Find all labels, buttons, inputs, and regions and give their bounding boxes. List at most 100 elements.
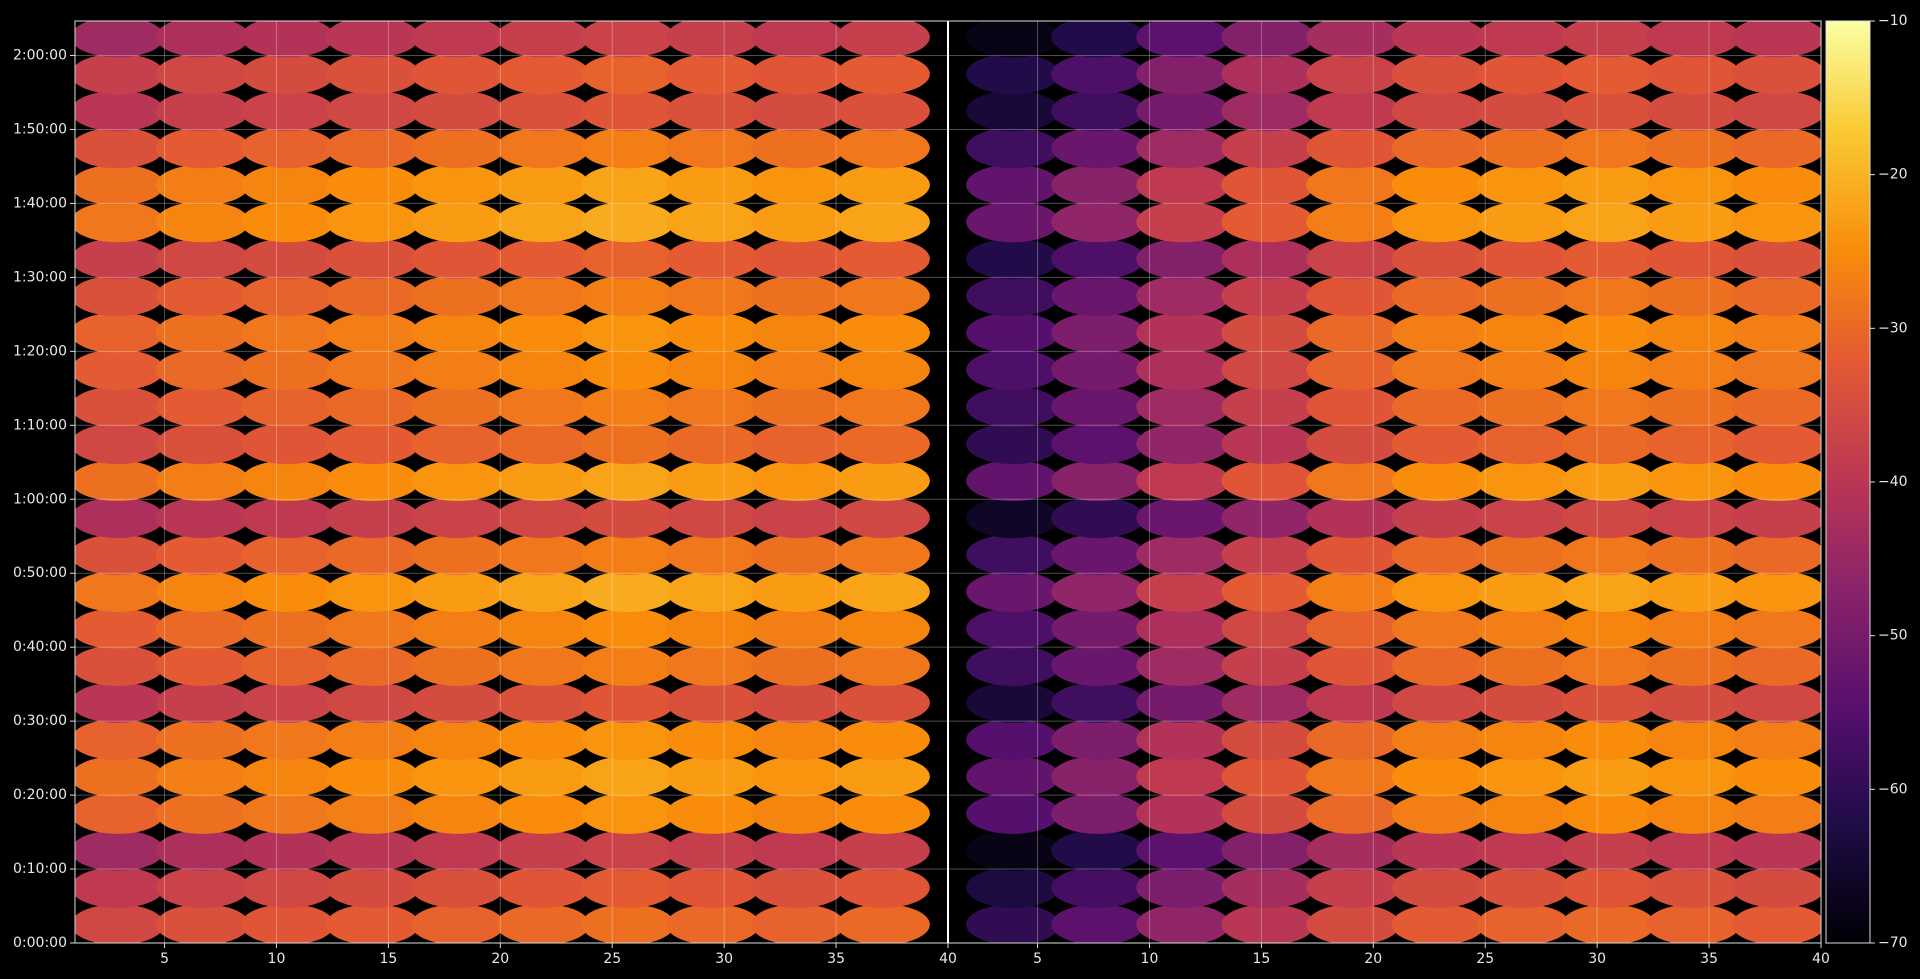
- heatmap-cell: [581, 90, 675, 132]
- heatmap-cell: [410, 719, 505, 760]
- heatmap-cell: [1051, 830, 1145, 871]
- heatmap-cell: [410, 460, 505, 502]
- heatmap-cell: [751, 312, 845, 354]
- heatmap-cell: [75, 386, 165, 428]
- heatmap-cell: [1221, 756, 1315, 797]
- heatmap-cell: [1646, 867, 1741, 908]
- heatmap-cell: [966, 238, 1060, 280]
- x-tick-label: 5: [1033, 951, 1042, 967]
- heatmap-cell: [751, 127, 845, 169]
- heatmap-cell: [1306, 682, 1400, 723]
- heatmap-cell: [581, 53, 675, 95]
- heatmap-cell: [581, 793, 675, 834]
- heatmap-cell: [75, 830, 165, 871]
- heatmap-cell: [966, 460, 1060, 502]
- colorbar: [1825, 20, 1871, 944]
- heatmap-cell: [496, 830, 590, 871]
- heatmap-cell: [1646, 349, 1741, 391]
- heatmap-cell: [75, 164, 165, 206]
- heatmap-cell: [1051, 682, 1145, 723]
- heatmap-cell: [1731, 756, 1821, 797]
- heatmap-cell: [1561, 201, 1656, 243]
- x-tick-label: 10: [1141, 951, 1159, 967]
- heatmap-cell: [496, 571, 590, 613]
- heatmap-cell: [1391, 756, 1486, 797]
- colorbar-tick-label: −10: [1878, 13, 1908, 29]
- heatmap-cell: [1221, 312, 1315, 354]
- heatmap-cell: [1136, 830, 1230, 871]
- heatmap-cell: [1561, 386, 1656, 428]
- heatmap-cell: [1561, 460, 1656, 502]
- heatmap-cell: [1306, 201, 1400, 243]
- heatmap-cell: [1391, 275, 1486, 317]
- heatmap-cell: [1136, 719, 1230, 760]
- heatmap-cell: [1391, 312, 1486, 354]
- heatmap-cell: [1221, 127, 1315, 169]
- heatmap-cell: [1646, 460, 1741, 502]
- heatmap-cell: [1476, 645, 1571, 686]
- heatmap-cell: [966, 756, 1060, 797]
- heatmap-cell: [75, 90, 165, 132]
- heatmap-cell: [1306, 90, 1400, 132]
- heatmap-cell: [1221, 571, 1315, 613]
- heatmap-cell: [666, 21, 760, 58]
- heatmap-cell: [1136, 645, 1230, 686]
- heatmap-cell: [410, 201, 505, 243]
- heatmap-cell: [1391, 645, 1486, 686]
- x-tick-label: 5: [160, 951, 169, 967]
- heatmap-cell: [581, 645, 675, 686]
- heatmap-cell: [666, 386, 760, 428]
- heatmap-cell: [240, 645, 335, 686]
- heatmap-cell: [751, 497, 845, 539]
- heatmap-cell: [240, 238, 335, 280]
- heatmap-cell: [1561, 349, 1656, 391]
- heatmap-cell: [1221, 497, 1315, 539]
- heatmap-cell: [751, 386, 845, 428]
- heatmap-cell: [1391, 793, 1486, 834]
- heatmap-cell: [325, 793, 420, 834]
- heatmap-cell: [1731, 719, 1821, 760]
- heatmap-cell: [1306, 238, 1400, 280]
- heatmap-cell: [1051, 904, 1145, 943]
- heatmap-cell: [1561, 571, 1656, 613]
- heatmap-cell: [75, 645, 165, 686]
- heatmap-cell: [666, 719, 760, 760]
- heatmap-cell: [496, 275, 590, 317]
- heatmap-cell: [496, 867, 590, 908]
- heatmap-cell: [1731, 238, 1821, 280]
- heatmap-cell: [325, 90, 420, 132]
- heatmap-cell: [751, 275, 845, 317]
- heatmap-cell: [1391, 90, 1486, 132]
- heatmap-cell: [1731, 275, 1821, 317]
- heatmap-cell: [1221, 53, 1315, 95]
- heatmap-cell: [240, 127, 335, 169]
- heatmap-cell: [1391, 497, 1486, 539]
- heatmap-cell: [240, 21, 335, 58]
- heatmap-cell: [75, 534, 165, 576]
- heatmap-cell: [1646, 756, 1741, 797]
- heatmap-cell: [1476, 423, 1571, 465]
- heatmap-cell: [75, 275, 165, 317]
- heatmap-cell: [325, 349, 420, 391]
- heatmap-cell: [1306, 867, 1400, 908]
- heatmap-cell: [155, 497, 250, 539]
- heatmap-cell: [240, 682, 335, 723]
- heatmap-cell: [1646, 497, 1741, 539]
- heatmap-cell: [410, 682, 505, 723]
- heatmap-cell: [1476, 867, 1571, 908]
- heatmap-cell: [1136, 756, 1230, 797]
- heatmap-cell: [1731, 423, 1821, 465]
- heatmap-cell: [1731, 904, 1821, 943]
- heatmap-cell: [1221, 534, 1315, 576]
- heatmap-cell: [1731, 53, 1821, 95]
- x-tick-label: 20: [1364, 951, 1382, 967]
- heatmap-cell: [1561, 21, 1656, 58]
- heatmap-cell: [966, 645, 1060, 686]
- heatmap-cell: [1561, 164, 1656, 206]
- heatmap-cell: [496, 534, 590, 576]
- heatmap-cell: [1221, 275, 1315, 317]
- heatmap-cell: [666, 571, 760, 613]
- heatmap-cell: [1391, 238, 1486, 280]
- heatmap-cell: [581, 349, 675, 391]
- heatmap-cell: [1306, 830, 1400, 871]
